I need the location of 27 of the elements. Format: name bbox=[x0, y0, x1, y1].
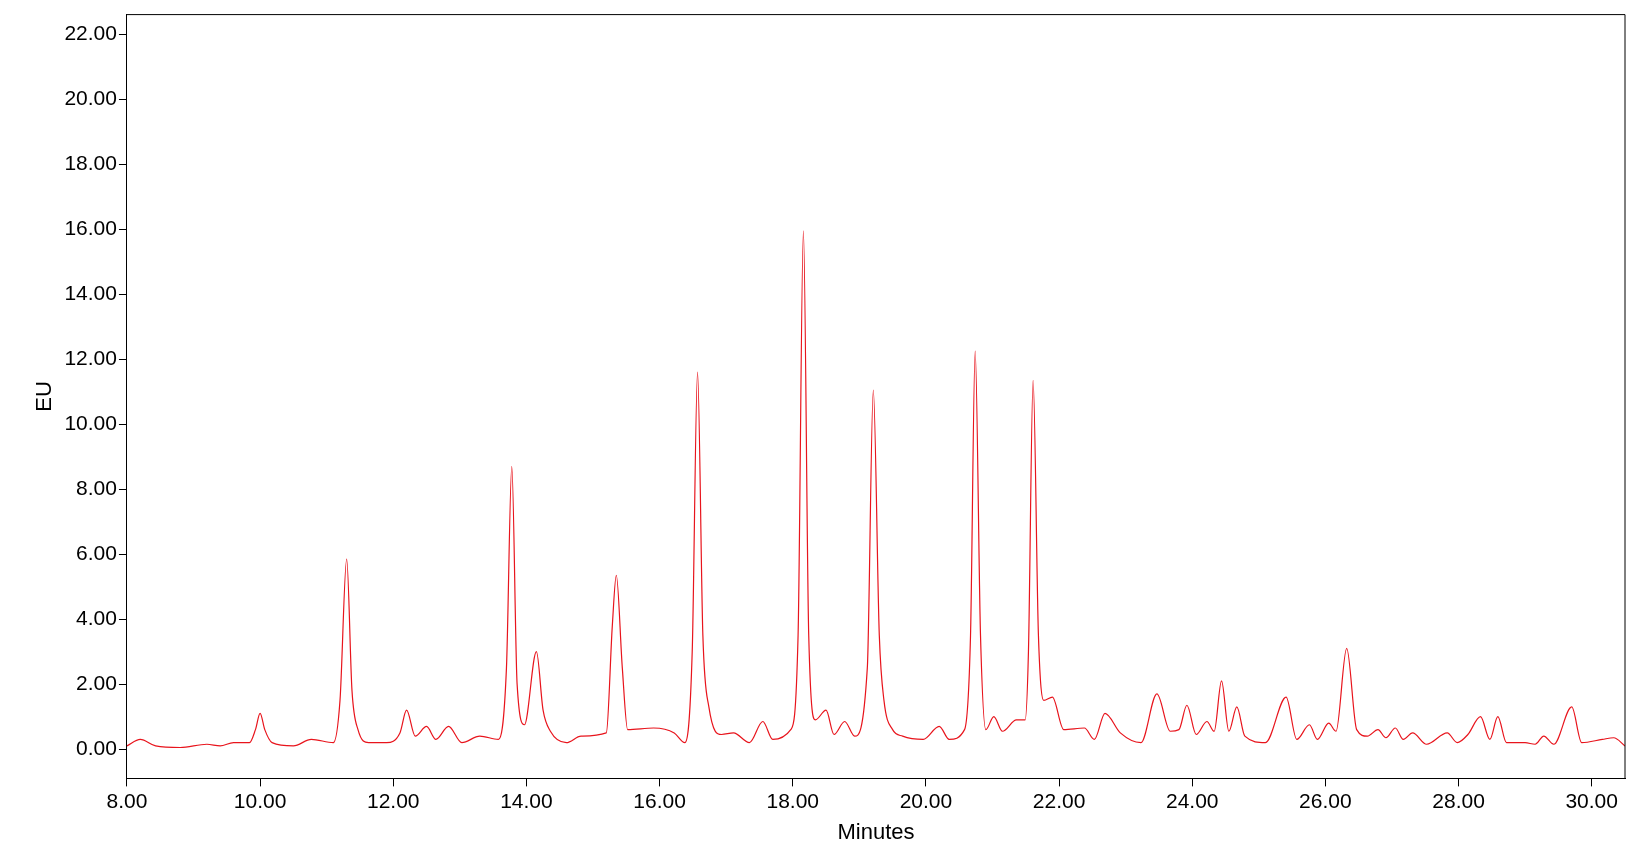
y-tick-label: 6.00 bbox=[76, 540, 117, 564]
x-axis-title: Minutes bbox=[837, 818, 915, 844]
line-series bbox=[126, 230, 1625, 749]
x-tick-label: 14.00 bbox=[500, 788, 553, 812]
y-tick-label: 10.00 bbox=[64, 410, 117, 434]
x-tick-label: 8.00 bbox=[106, 788, 148, 812]
y-tick-label: 20.00 bbox=[64, 85, 117, 109]
x-tick-label: 26.00 bbox=[1299, 788, 1352, 812]
y-tick-label: 16.00 bbox=[64, 215, 117, 239]
y-tick-label: 12.00 bbox=[64, 345, 117, 369]
y-tick-label: 14.00 bbox=[64, 280, 117, 304]
x-tick-label: 24.00 bbox=[1165, 788, 1219, 812]
x-tick-label: 12.00 bbox=[366, 788, 420, 812]
x-tick-label: 22.00 bbox=[1032, 788, 1086, 812]
x-tick-label: 20.00 bbox=[899, 788, 953, 812]
x-tick-label: 30.00 bbox=[1565, 788, 1618, 812]
y-axis-title: EU bbox=[31, 381, 57, 412]
y-tick-label: 18.00 bbox=[64, 150, 117, 174]
x-tick-label: 28.00 bbox=[1432, 788, 1485, 812]
y-tick-label: 4.00 bbox=[76, 605, 117, 629]
y-tick-label: 8.00 bbox=[76, 475, 117, 499]
y-tick-label: 2.00 bbox=[76, 670, 117, 694]
x-tick-label: 16.00 bbox=[633, 788, 686, 812]
y-tick-label: 22.00 bbox=[64, 20, 117, 44]
x-tick-label: 18.00 bbox=[766, 788, 820, 812]
x-tick-label: 10.00 bbox=[233, 788, 287, 812]
y-tick-label: 0.00 bbox=[76, 735, 117, 759]
